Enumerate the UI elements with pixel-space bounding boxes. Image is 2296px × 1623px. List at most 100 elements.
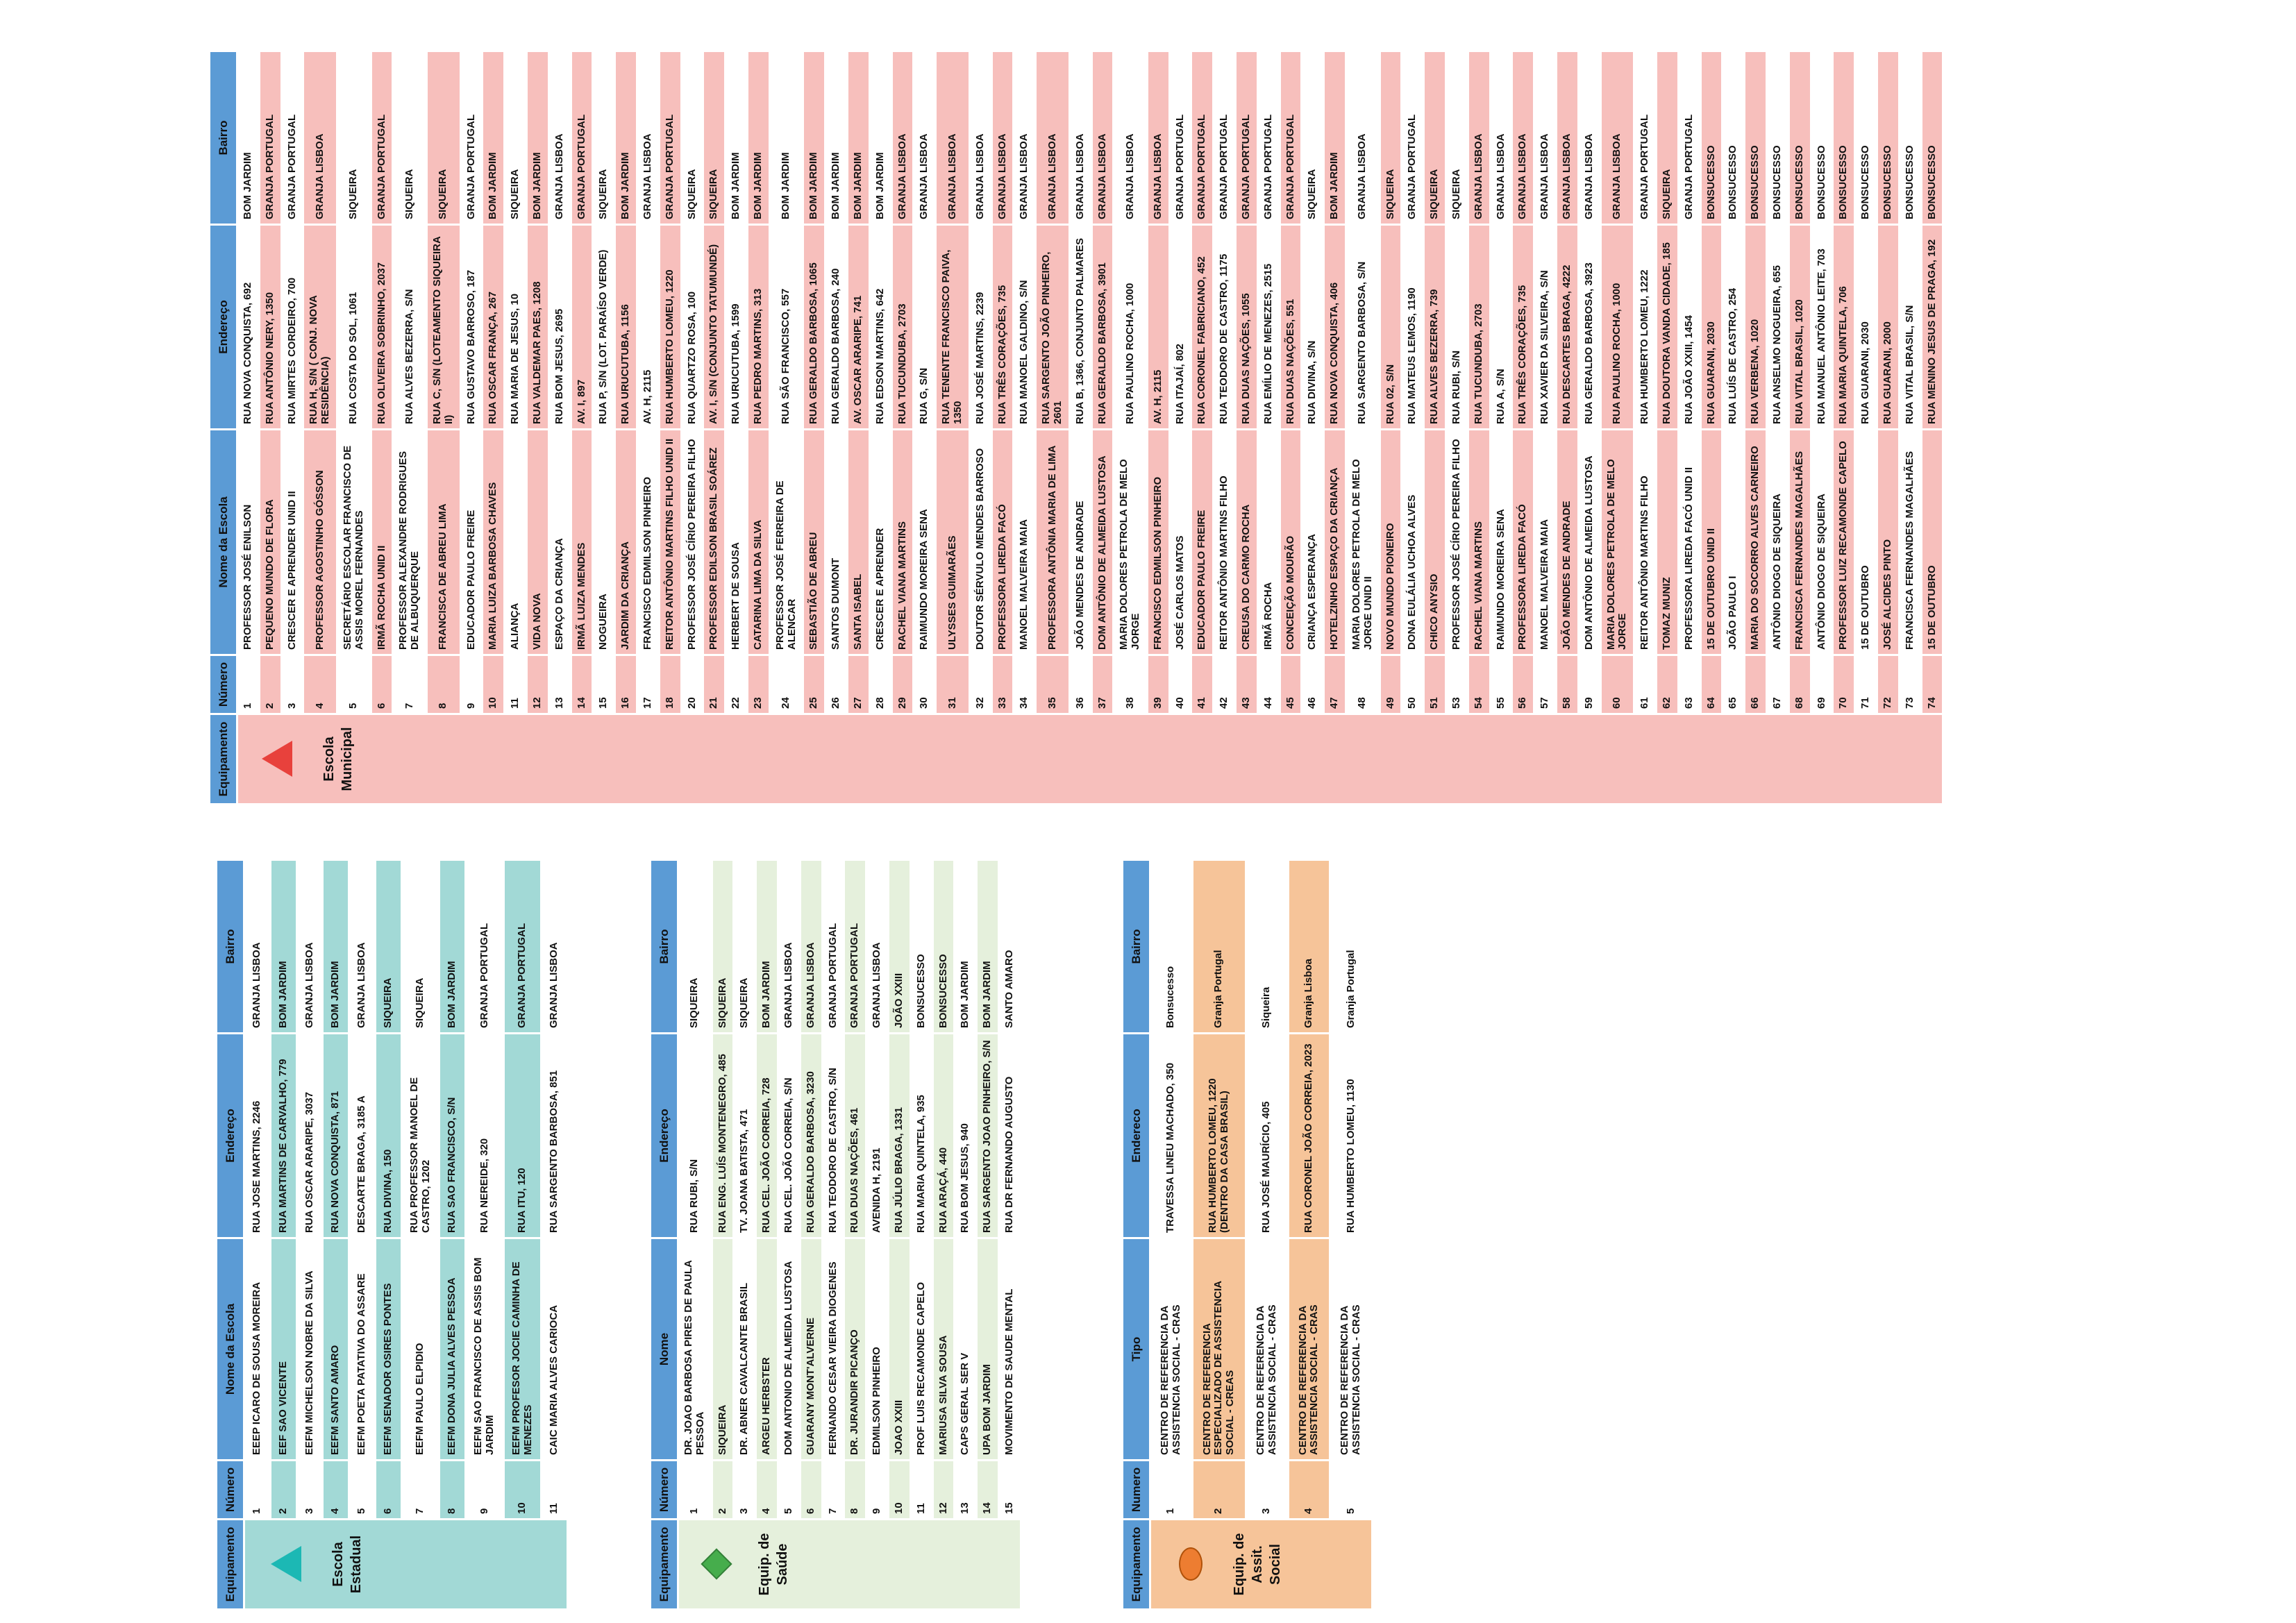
cell-bairro: SIQUEIRA: [375, 859, 402, 1034]
cell-nome: EDUCADOR PAULO FREIRE: [1191, 429, 1214, 655]
table-row: 8 DR. JURANDIR PICANÇO RUA DUAS NAÇÕES, 46…: [844, 859, 866, 1610]
cell-bairro: GRANJA LISBOA: [1113, 51, 1148, 225]
cell-numero: 18: [659, 655, 682, 714]
column-header: Nome da Escola: [209, 429, 237, 655]
cell-nome: VIDA NOVA: [526, 429, 549, 655]
table-row: 25 SEBASTIÃO DE ABREU RUA GERALDO BARBOSA,…: [803, 51, 826, 805]
table-row: 17 FRANCISCO EDMILSON PINHEIRO AV. H, 2115…: [637, 51, 660, 805]
cell-endereco: RUA MANOEL GALDINO, S/N: [1013, 224, 1036, 430]
cell-numero: 3: [281, 655, 303, 714]
table-row: 4 ARGEU HERBSTER RUA CEL. JOÃO CORREIA, 72…: [755, 859, 778, 1610]
cell-bairro: GRANJA PORTUGAL: [844, 859, 866, 1034]
cell-numero: 6: [800, 1460, 823, 1520]
cell-numero: 4: [1288, 1460, 1330, 1520]
table-row: 6 EEFM SENADOR OSIRES PONTES RUA DIVINA, 1…: [375, 859, 402, 1610]
cell-nome: CREUSA DO CARMO ROCHA: [1235, 429, 1258, 655]
table-row: 16 JARDIM DA CRIANÇA RUA URUCUTUBA, 1156 BO…: [614, 51, 637, 805]
cell-nome: MARIA DOLORES PETROLA DE MELO JORGE: [1113, 429, 1148, 655]
cell-endereco: RUA EMÍLIO DE MENEZES, 2515: [1257, 224, 1280, 430]
cell-nome: RACHEL VIANA MARTINS: [891, 429, 914, 655]
cell-nome: IRMÃ ROCHA: [1257, 429, 1280, 655]
column-header: Bairro: [650, 859, 678, 1034]
cell-endereco: TV. JOANA BATISTA, 471: [733, 1033, 756, 1238]
cell-bairro: BOM JARDIM: [755, 859, 778, 1034]
cell-numero: 41: [1191, 655, 1214, 714]
cell-bairro: SIQUEIRA: [592, 51, 615, 225]
table-row: 15 MOVIMENTO DE SAUDE MENTAL RUA DR FERNAN…: [998, 859, 1021, 1610]
table-row: 7 FERNANDO CESAR VIEIRA DIOGENES RUA TEODO…: [822, 859, 844, 1610]
cell-bairro: GRANJA PORTUGAL: [1191, 51, 1214, 225]
cell-endereco: RUA DIVINA, S/N: [1301, 224, 1324, 430]
column-header: Bairro: [216, 859, 244, 1034]
cell-numero: 6: [375, 1460, 402, 1520]
cell-bairro: GRANJA LISBOA: [1346, 51, 1380, 225]
cell-nome: MARIA DOLORES PETROLA DE MELO JORGE UNID…: [1346, 429, 1380, 655]
table-row: 8 FRANCISCA DE ABREU LIMA RUA C, S/N (LOTE…: [426, 51, 461, 805]
table-row: 58 JOÃO MENDES DE ANDRADE RUA DESCARTES BR…: [1556, 51, 1579, 805]
equipment-group-cell: Escola Estadual: [244, 1519, 568, 1610]
cell-numero: 12: [932, 1460, 955, 1520]
table-row: 2 CENTRO DE REFERENCIA ESPECIALIZADO DE A…: [1192, 859, 1246, 1610]
cell-bairro: SIQUEIRA: [1446, 51, 1468, 225]
cell-bairro: GRANJA PORTUGAL: [571, 51, 593, 225]
cell-bairro: GRANJA LISBOA: [991, 51, 1014, 225]
cell-bairro: BOM JARDIM: [825, 51, 848, 225]
table-row: 36 JOÃO MENDES DE ANDRADE RUA B, 1366, CON…: [1069, 51, 1091, 805]
cell-endereco: RUA QUARTZO ROSA, 100: [681, 224, 703, 430]
table-row: Escola Estadual 1 EEEP ICARO DE SOUSA MORE…: [244, 859, 568, 1610]
cell-bairro: SIQUEIRA: [337, 51, 371, 225]
table-row: 15 NOGUEIRA RUA P, S/N (LOT. PARAÍSO VERDE…: [592, 51, 615, 805]
cell-nome: REITOR ANTÔNIO MARTINS FILHO: [1634, 429, 1657, 655]
table-row: 60 MARIA DOLORES PETROLA DE MELO JORGE RUA…: [1600, 51, 1634, 805]
cell-endereco: RUA C, S/N (LOTEAMENTO SIQUEIRA II): [426, 224, 461, 430]
cell-numero: 61: [1634, 655, 1657, 714]
cell-bairro: SIQUEIRA: [426, 51, 461, 225]
cell-bairro: SIQUEIRA: [681, 51, 703, 225]
column-header: Bairro: [209, 51, 237, 225]
cell-endereco: RUA MENINO JESUS DE PRAGA, 192: [1921, 224, 1943, 430]
column-header: Endereço: [650, 1033, 678, 1238]
cell-numero: 5: [778, 1460, 801, 1520]
cell-bairro: BOM JARDIM: [322, 859, 349, 1034]
cell-nome: DOM ANTÔNIO DE ALMEIDA LUSTOSA: [1091, 429, 1114, 655]
cell-endereco: RUA GERALDO BARBOSA, 3923: [1578, 224, 1601, 430]
cell-numero: 49: [1380, 655, 1402, 714]
cell-endereco: RUA NOVA CONQUISTA, 871: [322, 1033, 349, 1238]
cell-endereco: RUA EDSON MARTINS, 642: [869, 224, 892, 430]
table-row: 31 ULYSSES GUIMARÃES RUA TENENTE FRANCISCO…: [935, 51, 970, 805]
cell-bairro: Bonsucesso: [1150, 859, 1193, 1034]
cell-nome: PROFESSOR EDILSON BRASIL SOÁREZ: [703, 429, 726, 655]
cell-nome: CAIC MARIA ALVES CARIOCA: [541, 1238, 568, 1461]
table-row: 65 JOÃO PAULO I RUA LUÍS DE CASTRO, 254 BON…: [1722, 51, 1745, 805]
cell-endereco: AV. I, S/N (CONJUNTO TATUMUNDÉ): [703, 224, 726, 430]
cell-numero: 5: [1330, 1460, 1373, 1520]
cell-numero: 9: [866, 1460, 889, 1520]
cell-bairro: BONSUCESSO: [1877, 51, 1900, 225]
cell-bairro: GRANJA LISBOA: [548, 51, 571, 225]
cell-numero: 71: [1854, 655, 1877, 714]
cell-numero: 17: [637, 655, 660, 714]
cell-bairro: BOM JARDIM: [847, 51, 870, 225]
table-row: 32 DOUTOR SÉRVULO MENDES BARROSO RUA JOSÉ …: [969, 51, 992, 805]
table-row: 10 MARIA LUIZA BARBOSA CHAVES RUA OSCAR FR…: [482, 51, 505, 805]
cell-bairro: GRANJA PORTUGAL: [1169, 51, 1191, 225]
cell-bairro: BONSUCESSO: [1854, 51, 1877, 225]
cell-bairro: BOM JARDIM: [1323, 51, 1346, 225]
cell-endereco: RUA PROFESSOR MANOEL DE CASTRO, 1202: [401, 1033, 439, 1238]
table-row: 50 DONA EULÁLIA UCHOA ALVES RUA MATEUS LEM…: [1401, 51, 1424, 805]
cell-nome: DR. ABNER CAVALCANTE BRASIL: [733, 1238, 756, 1461]
cell-numero: 10: [888, 1460, 911, 1520]
cell-nome: ANTÔNIO DIOGO DE SIQUEIRA: [1811, 429, 1833, 655]
cell-nome: PROFESSOR AGOSTINHO GÓSSON: [303, 429, 337, 655]
cell-nome: JOÃO MENDES DE ANDRADE: [1069, 429, 1091, 655]
cell-bairro: BONSUCESSO: [1921, 51, 1943, 225]
cell-nome: PROFESSOR JOSÉ FERREIRA DE ALENCAR: [769, 429, 803, 655]
table-row: 61 REITOR ANTÔNIO MARTINS FILHO RUA HUMBER…: [1634, 51, 1657, 805]
cell-numero: 7: [401, 1460, 439, 1520]
cell-numero: 39: [1147, 655, 1170, 714]
cell-numero: 30: [913, 655, 936, 714]
cell-numero: 51: [1423, 655, 1446, 714]
cell-numero: 8: [844, 1460, 866, 1520]
cell-numero: 14: [571, 655, 593, 714]
cell-endereco: RUA GERALDO BARBOSA, 240: [825, 224, 848, 430]
